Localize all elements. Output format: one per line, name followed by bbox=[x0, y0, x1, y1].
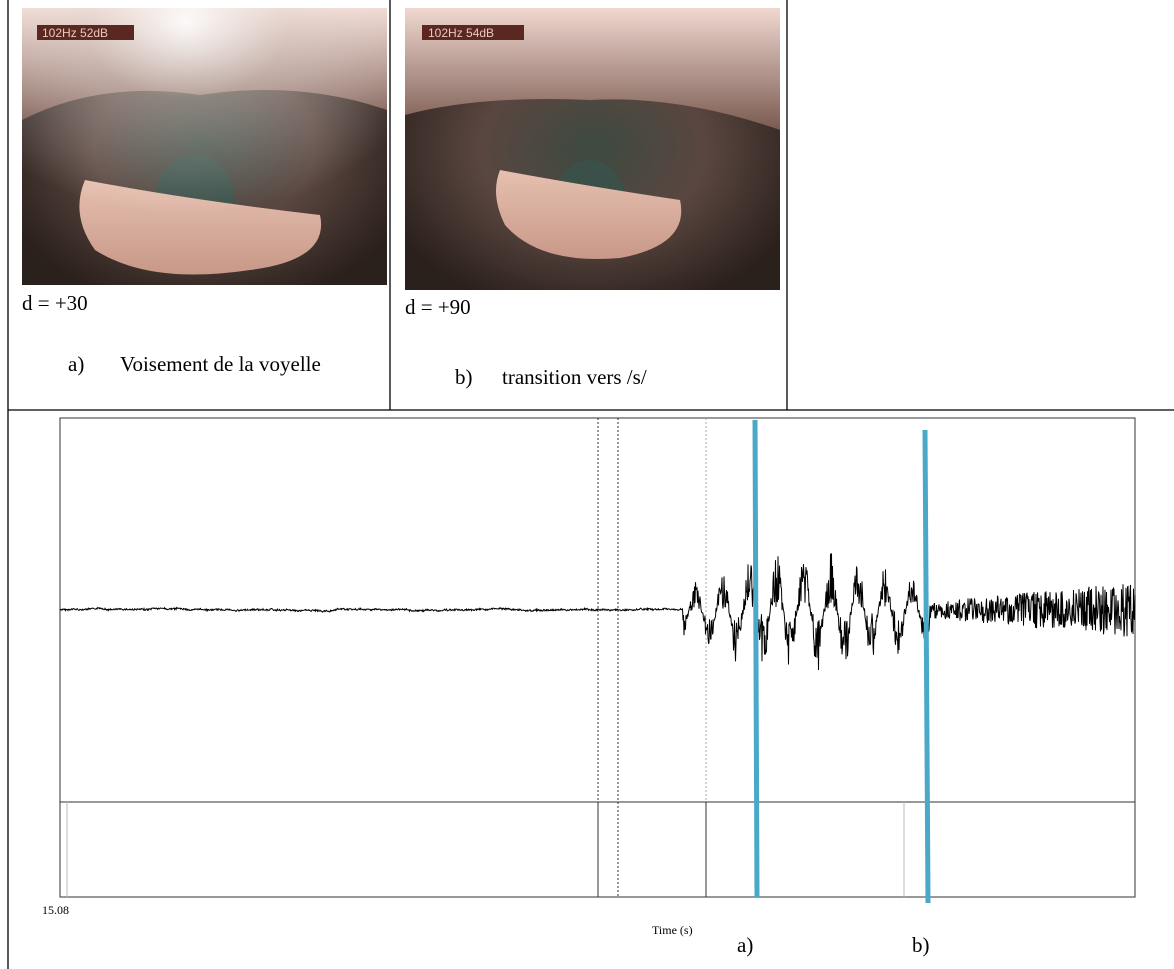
list-marker: b) bbox=[455, 365, 473, 389]
list-text: Voisement de la voyelle bbox=[120, 352, 321, 376]
endoscopy-image: 102Hz 52dB bbox=[22, 8, 387, 285]
caption: d = +30 bbox=[22, 291, 88, 315]
marker-line bbox=[922, 429, 931, 904]
list-text: transition vers /s/ bbox=[502, 365, 647, 389]
table-borders bbox=[7, 0, 1174, 969]
marker-label: b) bbox=[912, 933, 930, 957]
marker-line bbox=[752, 419, 760, 898]
caption: d = +90 bbox=[405, 295, 471, 319]
endoscopy-image: 102Hz 54dB bbox=[405, 8, 780, 290]
axis-label: Time (s) bbox=[652, 923, 693, 937]
start-time: 15.08 bbox=[42, 903, 69, 917]
overlay-text: 102Hz 54dB bbox=[428, 26, 494, 40]
marker-label: a) bbox=[737, 933, 753, 957]
list-marker: a) bbox=[68, 352, 84, 376]
signal-panel bbox=[59, 417, 1136, 904]
overlay-text: 102Hz 52dB bbox=[42, 26, 108, 40]
waveform bbox=[59, 553, 1136, 671]
